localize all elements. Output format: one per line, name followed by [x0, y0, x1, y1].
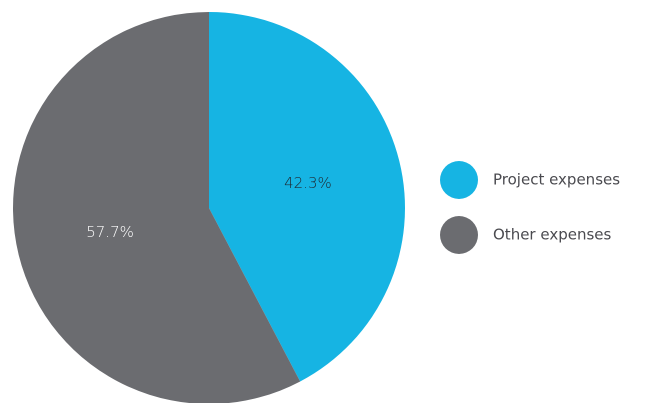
legend-swatch-other-expenses — [440, 216, 478, 254]
legend-label-project-expenses: Project expenses — [493, 171, 620, 189]
slice-value-label-project-expenses: 42.3% — [284, 174, 332, 192]
pie-slice-labels: 42.3% 57.7% — [86, 174, 332, 241]
legend-item-project-expenses: Project expenses — [440, 161, 620, 199]
pie-slice-other-expenses — [13, 12, 301, 403]
legend-item-other-expenses: Other expenses — [440, 216, 612, 254]
legend-swatch-project-expenses — [440, 161, 478, 199]
legend-label-other-expenses: Other expenses — [493, 226, 612, 244]
pie-slice-project-expenses — [209, 12, 405, 382]
pie-slices — [13, 12, 405, 403]
legend: Project expenses Other expenses — [440, 161, 620, 254]
slice-value-label-other-expenses: 57.7% — [86, 223, 134, 241]
